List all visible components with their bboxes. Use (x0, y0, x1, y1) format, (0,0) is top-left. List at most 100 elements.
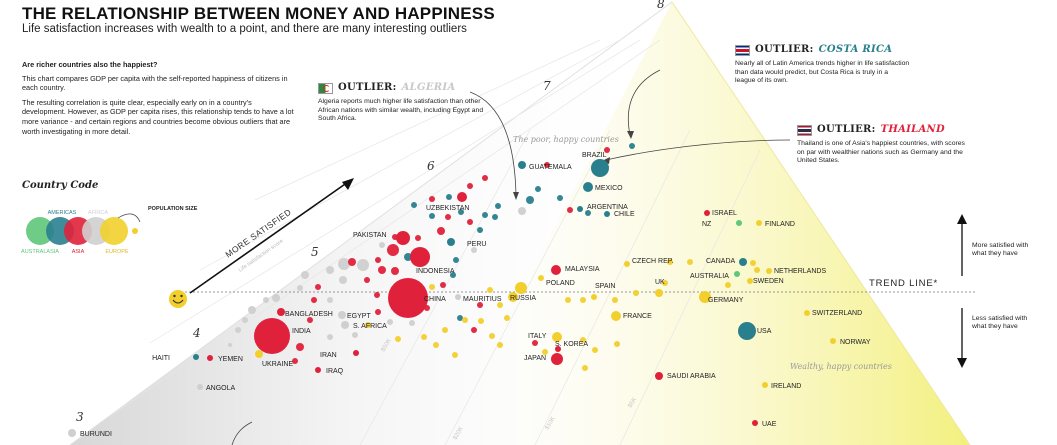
chart-wedge-edge-right (671, 1, 971, 445)
point-label: NETHERLANDS (774, 268, 826, 275)
country-dot (387, 319, 393, 325)
country-dot (612, 297, 618, 303)
thailand-callout-arrowhead (602, 157, 610, 164)
chart-wedge-yellow (440, 2, 970, 445)
point-germany (699, 291, 711, 303)
algeria-callout-arrow (469, 91, 517, 196)
point-india (254, 318, 290, 354)
point-label: PAKISTAN (353, 232, 387, 239)
outlier-algeria-name: ALGERIA (401, 82, 456, 94)
country-dot (504, 315, 510, 321)
chart-wedge-edge (69, 1, 673, 445)
point-label: SPAIN (595, 283, 616, 290)
country-dot (387, 244, 399, 256)
country-dot (453, 257, 459, 263)
country-dot (487, 287, 493, 293)
point-mexico (583, 182, 593, 192)
down-arrowhead (957, 358, 967, 368)
point-label: POLAND (546, 280, 575, 287)
point-label: YEMEN (218, 356, 243, 363)
thailand-flag-icon (797, 125, 812, 136)
outlier-thailand-name: THAILAND (880, 124, 945, 136)
outlier-thailand-heading: OUTLIER: THAILAND (797, 125, 972, 136)
country-dot (633, 290, 639, 296)
point-label: UKRAINE (262, 361, 293, 368)
point-egypt (338, 311, 346, 319)
point-label: SWITZERLAND (812, 310, 862, 317)
point-label: UAE (762, 421, 777, 428)
country-dot (272, 294, 280, 302)
intro-paragraph-1: This chart compares GDP per capita with … (22, 73, 288, 93)
country-dot (348, 258, 356, 266)
point-label: JAPAN (524, 355, 546, 362)
country-dot (580, 297, 586, 303)
country-dot (391, 267, 399, 275)
point-label: EGYPT (347, 313, 371, 320)
point-nz (736, 220, 742, 226)
country-dot (662, 280, 668, 286)
costa-rica-callout-arrow (627, 69, 661, 136)
page-title: THE RELATIONSHIP BETWEEN MONEY AND HAPPI… (22, 4, 495, 23)
country-dot (395, 336, 401, 342)
country-dot (687, 259, 693, 265)
country-dot (725, 282, 731, 288)
point-russia (508, 292, 518, 302)
country-dot (379, 242, 385, 248)
country-dot (471, 327, 477, 333)
costa-rica-flag-icon (735, 45, 750, 56)
country-dot (557, 195, 563, 201)
point-guatemala (518, 161, 526, 169)
point-burundi (68, 429, 76, 437)
x-band-label: $5K (628, 397, 639, 409)
point-argentina (577, 206, 583, 212)
country-dot (532, 340, 538, 346)
country-dot (301, 271, 309, 279)
country-dot (450, 272, 456, 278)
algeria-flag-icon (318, 83, 333, 94)
legend-title: Country Code (22, 180, 99, 191)
outlier-thailand: OUTLIER: THAILAND Thailand is one of Asi… (797, 125, 972, 166)
country-dot (292, 358, 298, 364)
legend-region-label: ASIA (72, 249, 85, 255)
point-uk (655, 289, 663, 297)
bottom-callout-arrow (231, 421, 253, 445)
thailand-callout-arrow (605, 139, 791, 161)
point-label: INDIA (292, 328, 311, 335)
point-spain (591, 294, 597, 300)
point-label: IRAQ (326, 368, 344, 375)
point-label: USA (757, 328, 772, 335)
country-dot (339, 276, 347, 284)
more-satisfied-arrowhead (342, 178, 354, 190)
country-dot (374, 292, 380, 298)
country-dot (467, 219, 473, 225)
point-label: BANGLADESH (285, 311, 333, 318)
country-dot (248, 306, 256, 314)
point-sweden (747, 278, 753, 284)
country-dot (315, 284, 321, 290)
country-dot (614, 341, 620, 347)
country-dot (462, 317, 468, 323)
point-canada (739, 258, 747, 266)
legend-population-label: POPULATION SIZE (148, 206, 198, 212)
point-s-korea (555, 346, 561, 352)
country-dot (409, 320, 415, 326)
point-japan (551, 353, 563, 365)
point-bangladesh (277, 308, 285, 316)
point-yemen (207, 355, 213, 361)
point-france (611, 311, 621, 321)
country-dot (404, 253, 412, 261)
country-dot (429, 196, 435, 202)
point-australia (734, 271, 740, 277)
country-dot (754, 267, 760, 273)
point-label: ARGENTINA (587, 204, 628, 211)
legend-region-label: EUROPE (105, 249, 129, 255)
point-label: NZ (702, 221, 712, 228)
point-label: ANGOLA (206, 385, 236, 392)
point-label: CHINA (424, 296, 446, 303)
point-label: PERU (467, 241, 486, 248)
country-dot (442, 327, 448, 333)
country-dot (307, 317, 313, 323)
point-label: CHILE (614, 211, 635, 218)
point-label: NORWAY (840, 339, 871, 346)
